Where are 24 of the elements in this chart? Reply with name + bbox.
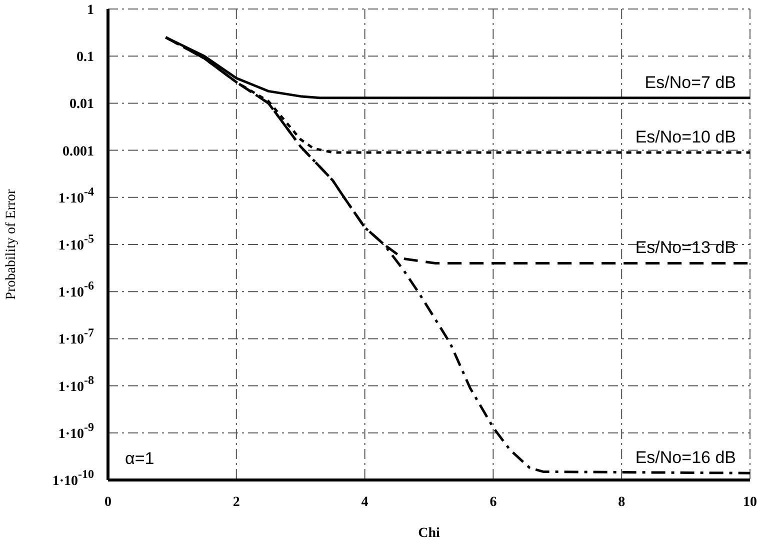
y-tick-label: 1 [87, 3, 94, 18]
y-tick-label: 1·10$^{-5}$ [58, 232, 94, 254]
annotation: α=1 [125, 448, 154, 468]
series-label: Es/No=7 dB [644, 72, 736, 92]
y-tick-label: 1·10$^{-4}$ [58, 184, 94, 206]
y-tick-label: 1·10$^{-10}$ [52, 467, 94, 489]
x-tick-label: 8 [618, 495, 626, 510]
y-tick-label: 0.01 [70, 97, 94, 112]
y-tick-label: 1·10$^{-9}$ [58, 420, 94, 442]
y-tick-label: 1·10$^{-7}$ [58, 326, 94, 348]
x-tick-label: 2 [232, 495, 240, 510]
x-tick-label: 6 [490, 495, 497, 510]
y-tick-label: 1·10$^{-8}$ [58, 372, 94, 395]
x-tick-label: 10 [743, 495, 757, 510]
y-tick-label: 0.001 [62, 144, 94, 160]
y-axis-title: Probability of Error [4, 188, 19, 300]
series-label: Es/No=13 dB [635, 238, 736, 258]
x-axis-title: Chi [418, 526, 440, 541]
series-label: Es/No=10 dB [635, 127, 736, 146]
x-tick-label: 4 [361, 495, 368, 510]
series-label: Es/No=16 dB [635, 448, 736, 468]
x-tick-label: 0 [104, 495, 112, 510]
y-tick-label: 1·10$^{-6}$ [58, 278, 94, 301]
y-tick-label: 0.1 [76, 50, 94, 66]
